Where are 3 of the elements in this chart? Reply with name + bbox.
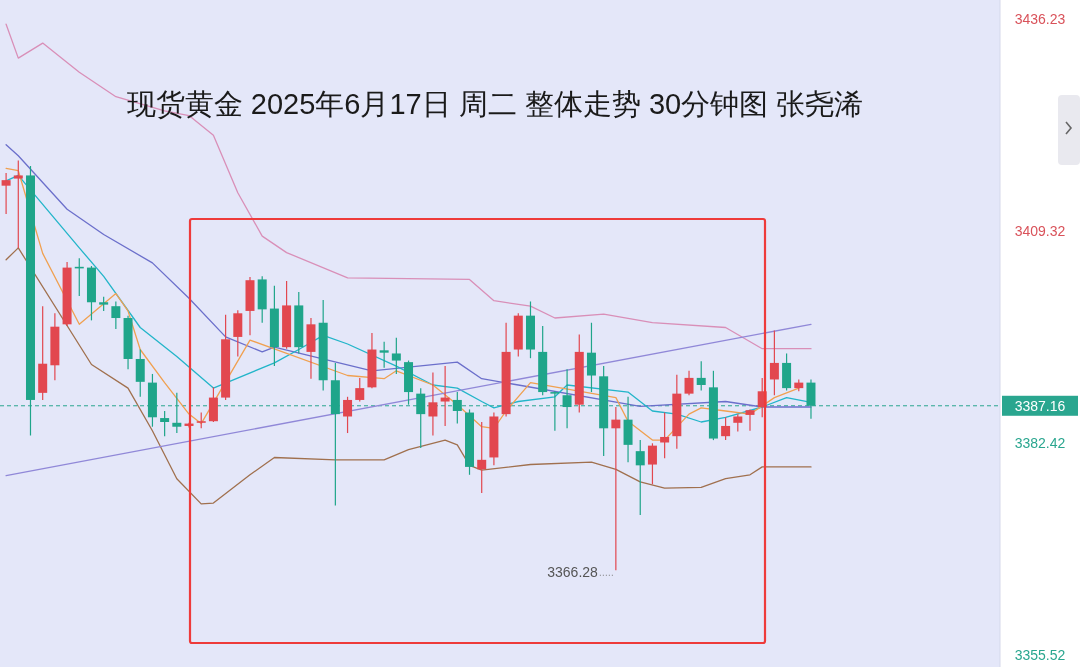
ref-line-label: 3387.16 [1014, 397, 1066, 414]
annotation: 3366.28 [547, 564, 598, 581]
title: 现货黄金 2025年6月17日 周二 整体走势 30分钟图 张尧浠 [126, 88, 864, 120]
